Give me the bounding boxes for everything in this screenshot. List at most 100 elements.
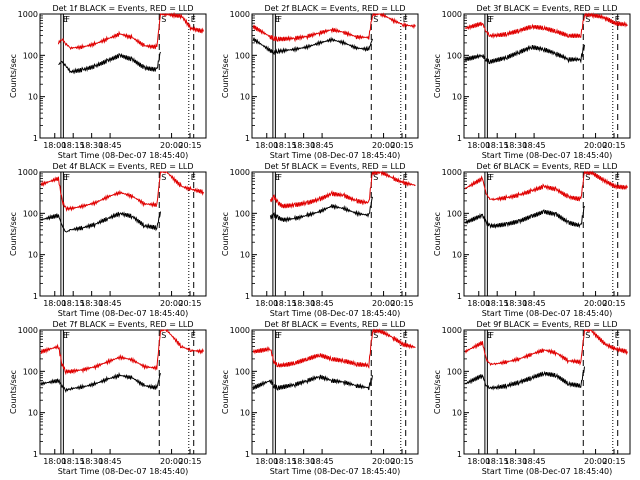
time-marker-label: E xyxy=(63,331,68,340)
x-tick-label: 20:15 xyxy=(178,457,201,466)
y-tick-label: 1000 xyxy=(230,326,250,335)
y-tick-label: 1000 xyxy=(18,10,38,19)
plot-frame xyxy=(39,13,207,139)
chart-title: Det 1f BLACK = Events, RED = LLD xyxy=(52,4,193,13)
x-tick-label: 20:15 xyxy=(602,299,625,308)
y-axis-label: Counts/sec xyxy=(221,212,230,256)
y-axis-label: Counts/sec xyxy=(9,54,18,98)
series-line xyxy=(464,12,628,39)
y-tick-label: 1 xyxy=(33,450,38,459)
y-axis-label: Counts/sec xyxy=(433,212,442,256)
x-tick-label: 18:00 xyxy=(43,141,66,150)
x-tick-label: 20:15 xyxy=(178,141,201,150)
x-tick-label: 18:15 xyxy=(274,141,297,150)
x-axis-label: Start Time (08-Dec-07 18:45:40) xyxy=(270,151,401,160)
x-tick-label: 18:30 xyxy=(292,457,315,466)
time-marker-label: E xyxy=(487,173,492,182)
y-axis-label: Counts/sec xyxy=(433,54,442,98)
y-tick-label: 100 xyxy=(235,209,250,218)
x-tick-label: 18:45 xyxy=(311,299,334,308)
y-tick-label: 100 xyxy=(235,51,250,60)
chart-title: Det 3f BLACK = Events, RED = LLD xyxy=(476,4,617,13)
x-axis-label: Start Time (08-Dec-07 18:45:40) xyxy=(58,151,189,160)
y-tick-label: 1000 xyxy=(230,168,250,177)
y-tick-label: 1 xyxy=(457,292,462,301)
y-axis-label: Counts/sec xyxy=(433,370,442,414)
time-marker-label: F xyxy=(277,331,282,340)
plot-frame xyxy=(463,13,631,139)
y-tick-label: 100 xyxy=(23,367,38,376)
chart-title: Det 8f BLACK = Events, RED = LLD xyxy=(264,320,405,329)
time-marker-label: E xyxy=(63,173,68,182)
series-line xyxy=(269,170,416,209)
time-marker-label: E xyxy=(487,15,492,24)
time-marker-label: F xyxy=(277,15,282,24)
series-line xyxy=(252,36,373,56)
series-line xyxy=(464,205,585,229)
series-line xyxy=(252,328,416,369)
x-tick-label: 18:15 xyxy=(62,299,85,308)
y-tick-label: 1 xyxy=(457,134,462,143)
y-tick-label: 1 xyxy=(457,450,462,459)
y-axis-label: Counts/sec xyxy=(9,370,18,414)
series-line xyxy=(464,170,628,202)
time-marker-label: F xyxy=(65,331,70,340)
y-tick-label: 100 xyxy=(23,209,38,218)
y-axis-label: Counts/sec xyxy=(221,370,230,414)
plot-frame xyxy=(251,171,419,297)
y-tick-label: 10 xyxy=(452,93,462,102)
time-marker-label: E xyxy=(275,15,280,24)
x-tick-label: 18:00 xyxy=(467,457,490,466)
x-tick-label: 18:45 xyxy=(99,299,122,308)
series-line xyxy=(40,171,204,213)
x-axis-label: Start Time (08-Dec-07 18:45:40) xyxy=(482,467,613,476)
x-tick-label: 20:00 xyxy=(584,141,607,150)
y-tick-label: 1000 xyxy=(18,326,38,335)
time-marker-label: S xyxy=(373,15,378,24)
y-tick-label: 1 xyxy=(33,134,38,143)
x-tick-label: 20:00 xyxy=(584,457,607,466)
x-tick-label: 18:30 xyxy=(80,141,103,150)
x-tick-label: 18:00 xyxy=(467,299,490,308)
chart-panel: Det 4f BLACK = Events, RED = LLD 1 10 100 10… xyxy=(9,162,207,318)
series-line xyxy=(57,12,204,51)
y-tick-label: 10 xyxy=(28,93,38,102)
time-marker-label: F xyxy=(489,15,494,24)
y-tick-label: 100 xyxy=(23,51,38,60)
y-tick-label: 10 xyxy=(452,409,462,418)
time-marker-label: S xyxy=(373,331,378,340)
y-tick-label: 1 xyxy=(33,292,38,301)
series-line xyxy=(40,328,204,376)
x-tick-label: 20:15 xyxy=(178,299,201,308)
series-line xyxy=(40,211,161,233)
time-marker-label: E xyxy=(63,15,68,24)
series-line xyxy=(269,196,373,223)
x-tick-label: 18:15 xyxy=(486,141,509,150)
time-marker-label: F xyxy=(489,173,494,182)
x-tick-label: 18:30 xyxy=(292,299,315,308)
x-tick-label: 20:15 xyxy=(390,299,413,308)
x-tick-label: 18:15 xyxy=(62,141,85,150)
y-tick-label: 10 xyxy=(452,251,462,260)
chart-title: Det 9f BLACK = Events, RED = LLD xyxy=(476,320,617,329)
x-tick-label: 18:00 xyxy=(43,457,66,466)
x-tick-label: 20:00 xyxy=(372,141,395,150)
plot-frame xyxy=(251,329,419,455)
x-tick-label: 20:15 xyxy=(602,141,625,150)
x-axis-label: Start Time (08-Dec-07 18:45:40) xyxy=(58,467,189,476)
x-axis-label: Start Time (08-Dec-07 18:45:40) xyxy=(482,309,613,318)
x-axis-label: Start Time (08-Dec-07 18:45:40) xyxy=(270,309,401,318)
series-line xyxy=(464,328,628,366)
x-tick-label: 18:45 xyxy=(311,141,334,150)
x-tick-label: 18:45 xyxy=(523,141,546,150)
y-tick-label: 1 xyxy=(245,450,250,459)
x-tick-label: 20:15 xyxy=(390,457,413,466)
x-tick-label: 18:15 xyxy=(274,457,297,466)
chart-panel: Det 7f BLACK = Events, RED = LLD 1 10 100 10… xyxy=(9,320,207,476)
x-tick-label: 20:00 xyxy=(160,141,183,150)
time-marker-label: E xyxy=(275,173,280,182)
x-tick-label: 18:00 xyxy=(255,141,278,150)
y-tick-label: 100 xyxy=(447,51,462,60)
x-tick-label: 18:00 xyxy=(467,141,490,150)
x-tick-label: 18:45 xyxy=(311,457,334,466)
